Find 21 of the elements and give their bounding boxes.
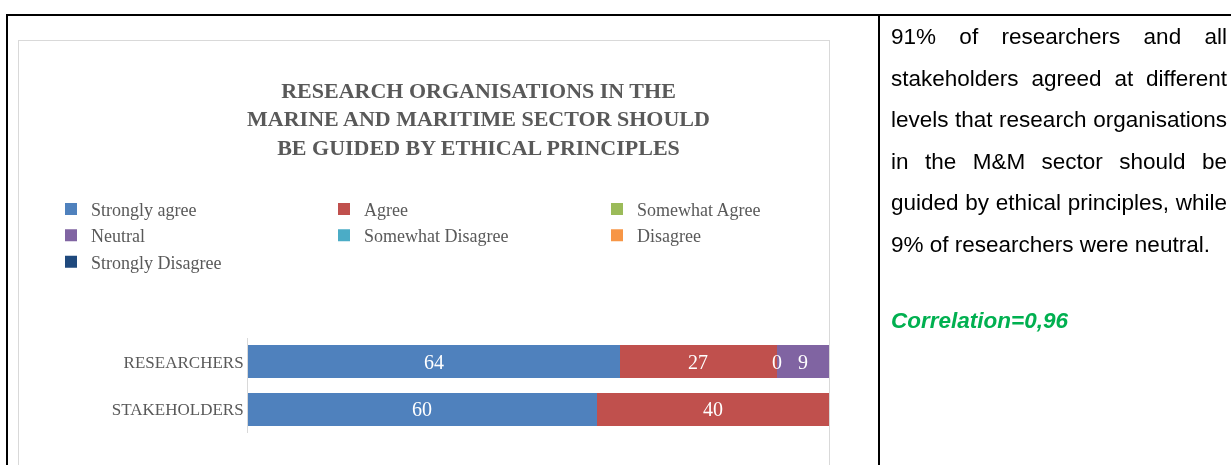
legend-label: Strongly Disagree	[91, 252, 222, 273]
bar	[248, 345, 620, 379]
data-label: 27	[688, 351, 708, 373]
data-label: 0	[772, 351, 782, 373]
bar	[248, 392, 597, 426]
text: 91% of researchers and all stakeholders agreed at different levels that research organisations in the M&M sector should be guided by ethical principles, while 9% of researchers were neutral.	[891, 23, 1227, 259]
bar	[596, 392, 829, 426]
legend-label: Neutral	[91, 226, 145, 247]
legend-label: Agree	[364, 199, 408, 220]
legend-label: Somewhat Disagree	[364, 226, 509, 247]
y-tick-label: RESEARCHERS	[123, 352, 244, 372]
legend-label: Disagree	[637, 226, 701, 247]
y-tick-label: STAKEHOLDERS	[111, 400, 244, 420]
legend-label: Somewhat Agree	[637, 199, 761, 220]
text: Correlation=0,96	[891, 307, 1069, 335]
data-label: 40	[703, 398, 723, 420]
legend-label: Strongly agree	[91, 199, 197, 220]
data-label: 64	[424, 351, 444, 373]
data-label: 9	[798, 351, 808, 373]
data-label: 60	[412, 398, 432, 420]
chart-title: RESEARCH ORGANISATIONS IN THE MARINE AND MARITIME SECTOR SHOULD BE GUIDED BY ETHICAL PRINCIPLES	[247, 77, 710, 160]
